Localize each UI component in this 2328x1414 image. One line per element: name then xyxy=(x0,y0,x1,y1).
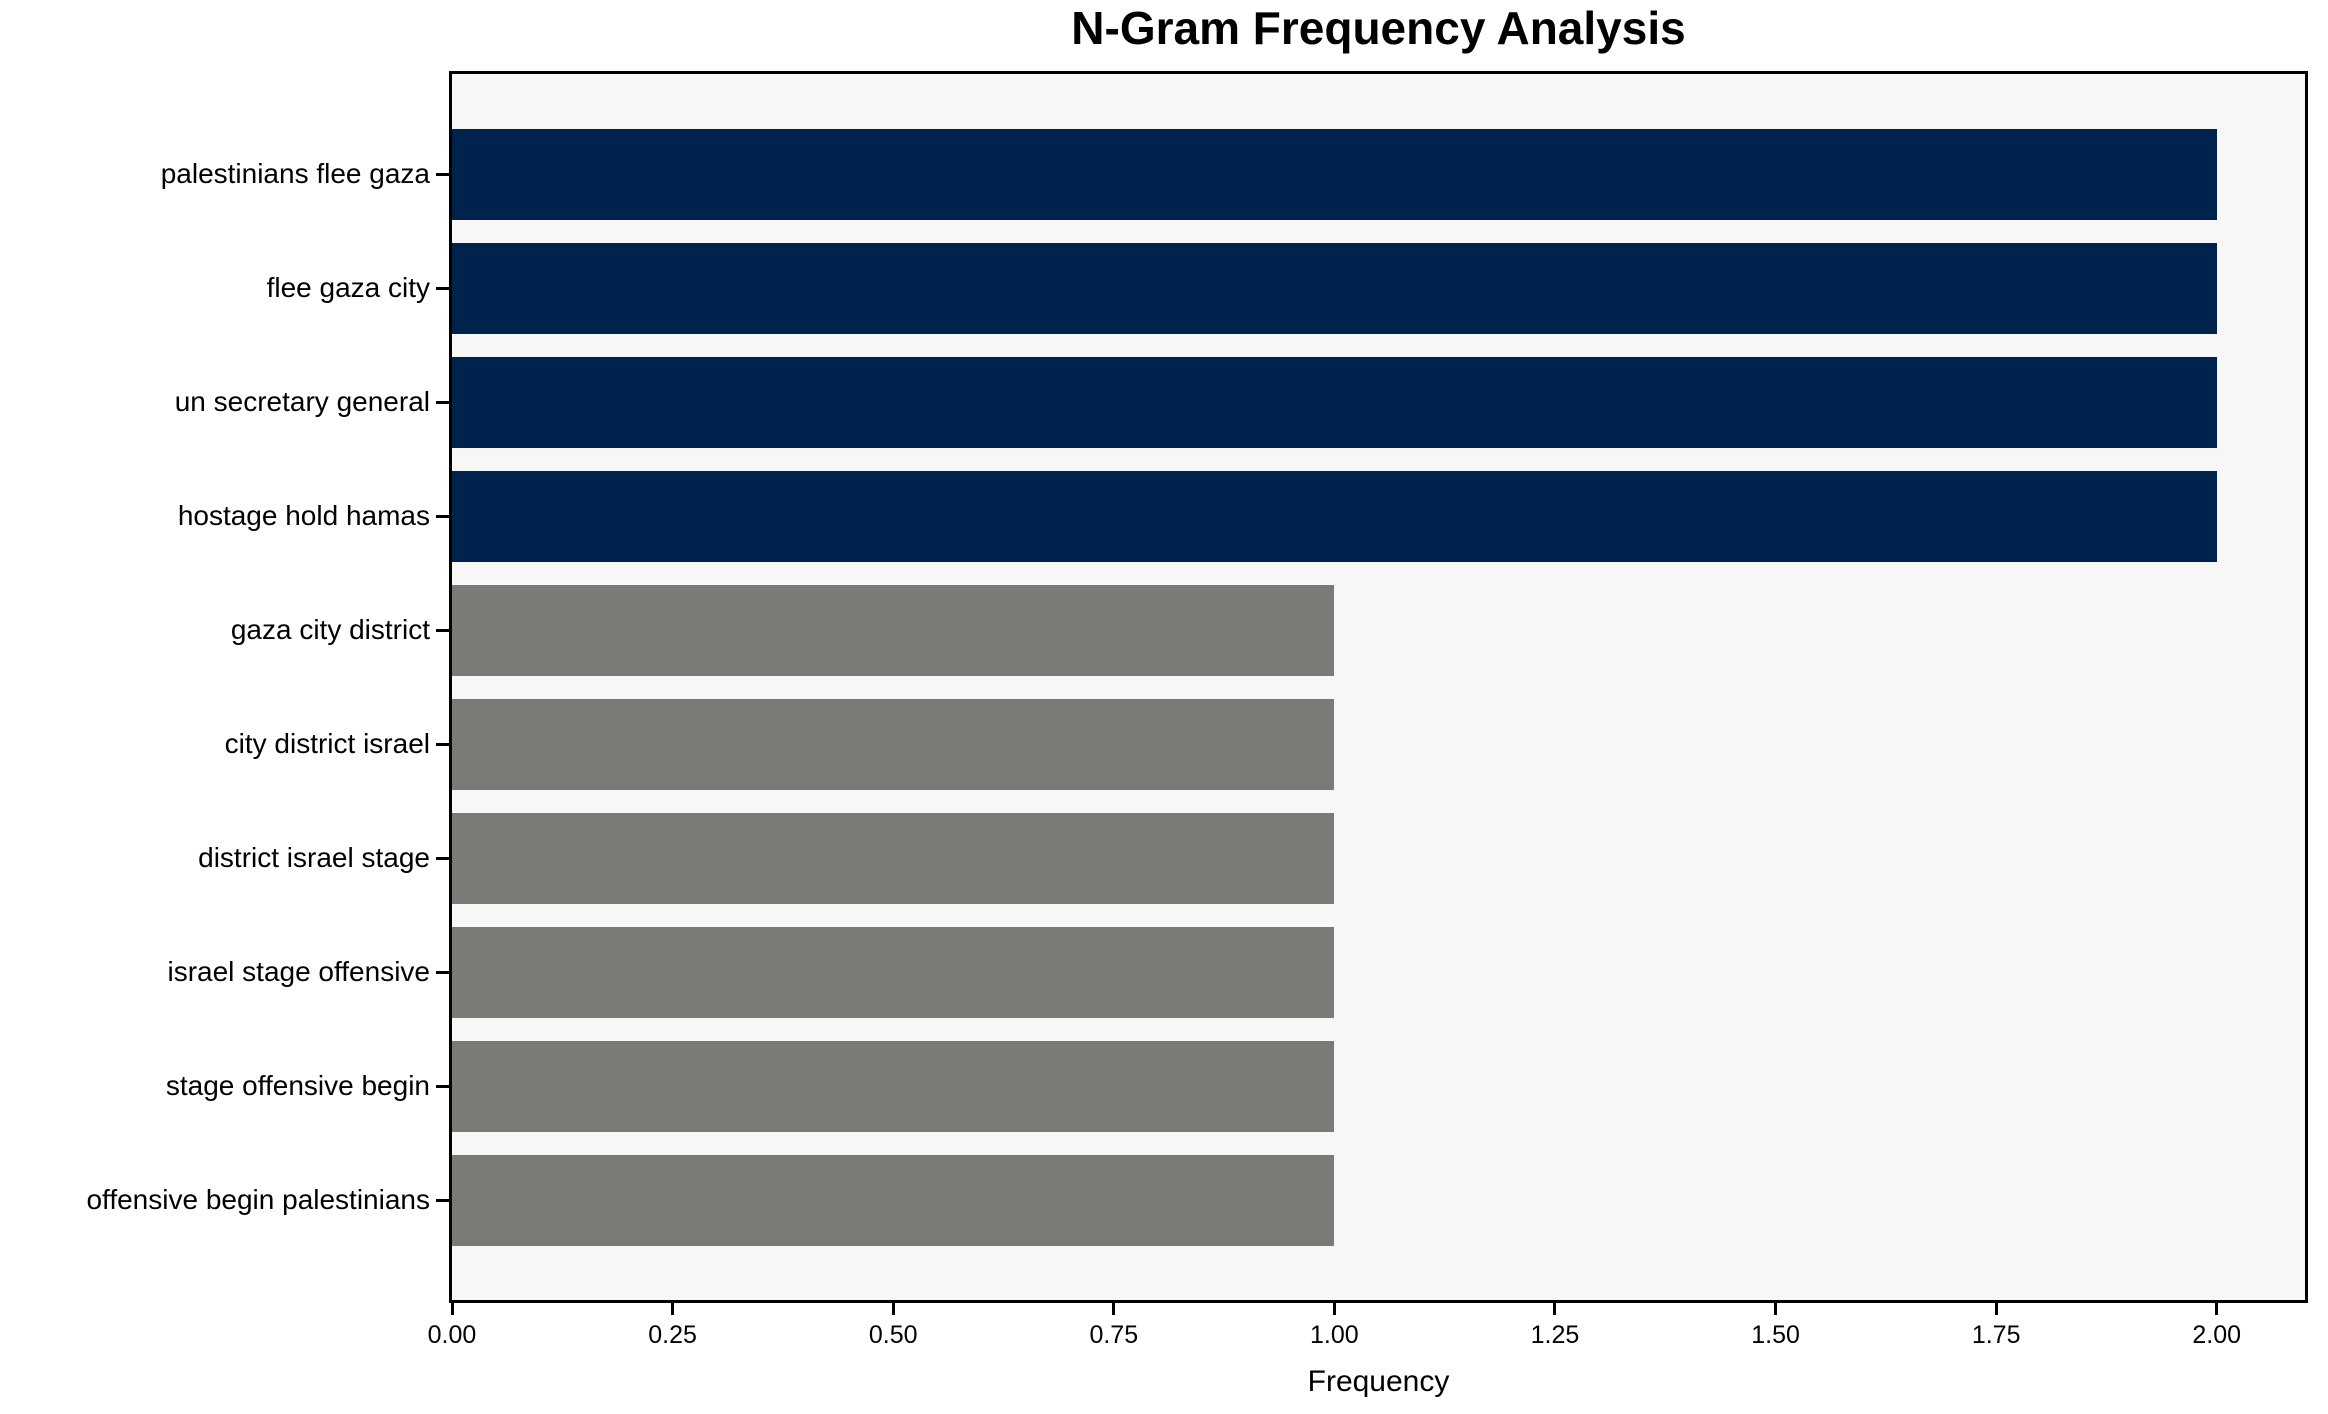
y-tick-label: district israel stage xyxy=(198,842,430,873)
y-tick-mark xyxy=(436,1198,449,1202)
y-tick-mark xyxy=(436,970,449,974)
bar-row xyxy=(452,687,2305,801)
bar-row xyxy=(452,117,2305,231)
y-tick-label: stage offensive begin xyxy=(165,1070,430,1101)
bar xyxy=(452,698,1335,790)
x-tick-label: 0.25 xyxy=(648,1321,697,1349)
bar xyxy=(452,128,2217,220)
bar-row xyxy=(452,345,2305,459)
y-tick-label: offensive begin palestinians xyxy=(86,1184,430,1215)
y-tick-mark xyxy=(436,742,449,746)
y-tick-mark xyxy=(436,400,449,404)
x-tick-mark xyxy=(891,1303,895,1315)
y-tick-mark xyxy=(436,286,449,290)
bar-row xyxy=(452,801,2305,915)
plot-area xyxy=(449,71,2308,1303)
x-tick-label: 2.00 xyxy=(2192,1321,2242,1349)
bar xyxy=(452,926,1335,1018)
y-tick-label: city district israel xyxy=(224,728,430,759)
bar-row xyxy=(452,1029,2305,1143)
x-tick-mark xyxy=(671,1303,675,1315)
bar-row xyxy=(452,459,2305,573)
x-tick-label: 1.00 xyxy=(1310,1321,1359,1349)
y-tick-label: gaza city district xyxy=(230,614,430,645)
y-tick-mark xyxy=(436,514,449,518)
x-tick-mark xyxy=(1774,1303,1778,1315)
bar xyxy=(452,470,2217,562)
x-tick-mark xyxy=(1332,1303,1336,1315)
x-tick-mark xyxy=(2215,1303,2219,1315)
y-tick-label: flee gaza city xyxy=(266,272,430,303)
y-tick-mark xyxy=(436,1084,449,1088)
bar xyxy=(452,1154,1335,1246)
bar xyxy=(452,812,1335,904)
x-tick-label: 1.50 xyxy=(1751,1321,1800,1349)
x-tick-mark xyxy=(1994,1303,1998,1315)
chart-title: N-Gram Frequency Analysis xyxy=(1071,2,1686,54)
bar xyxy=(452,242,2217,334)
x-tick-mark xyxy=(1553,1303,1557,1315)
x-axis-label: Frequency xyxy=(1307,1365,1450,1398)
x-tick-label: 0.50 xyxy=(868,1321,918,1349)
bar-row xyxy=(452,231,2305,345)
x-tick-label: 0.00 xyxy=(427,1321,477,1349)
y-tick-mark xyxy=(436,172,449,176)
x-tick-mark xyxy=(1112,1303,1116,1315)
y-tick-label: hostage hold hamas xyxy=(177,500,430,531)
x-tick-label: 1.25 xyxy=(1530,1321,1580,1349)
x-tick-mark xyxy=(450,1303,454,1315)
y-tick-label: israel stage offensive xyxy=(167,956,430,987)
y-tick-mark xyxy=(436,856,449,860)
x-tick-label: 0.75 xyxy=(1089,1321,1139,1349)
bar xyxy=(452,356,2217,448)
y-tick-label: palestinians flee gaza xyxy=(160,158,430,189)
x-tick-label: 1.75 xyxy=(1971,1321,2021,1349)
bar-row xyxy=(452,573,2305,687)
bar-row xyxy=(452,915,2305,1029)
y-tick-mark xyxy=(436,628,449,632)
y-tick-label: un secretary general xyxy=(174,386,430,417)
bar-row xyxy=(452,1143,2305,1257)
bar xyxy=(452,584,1335,676)
bars-layer xyxy=(452,117,2305,1257)
bar xyxy=(452,1040,1335,1132)
